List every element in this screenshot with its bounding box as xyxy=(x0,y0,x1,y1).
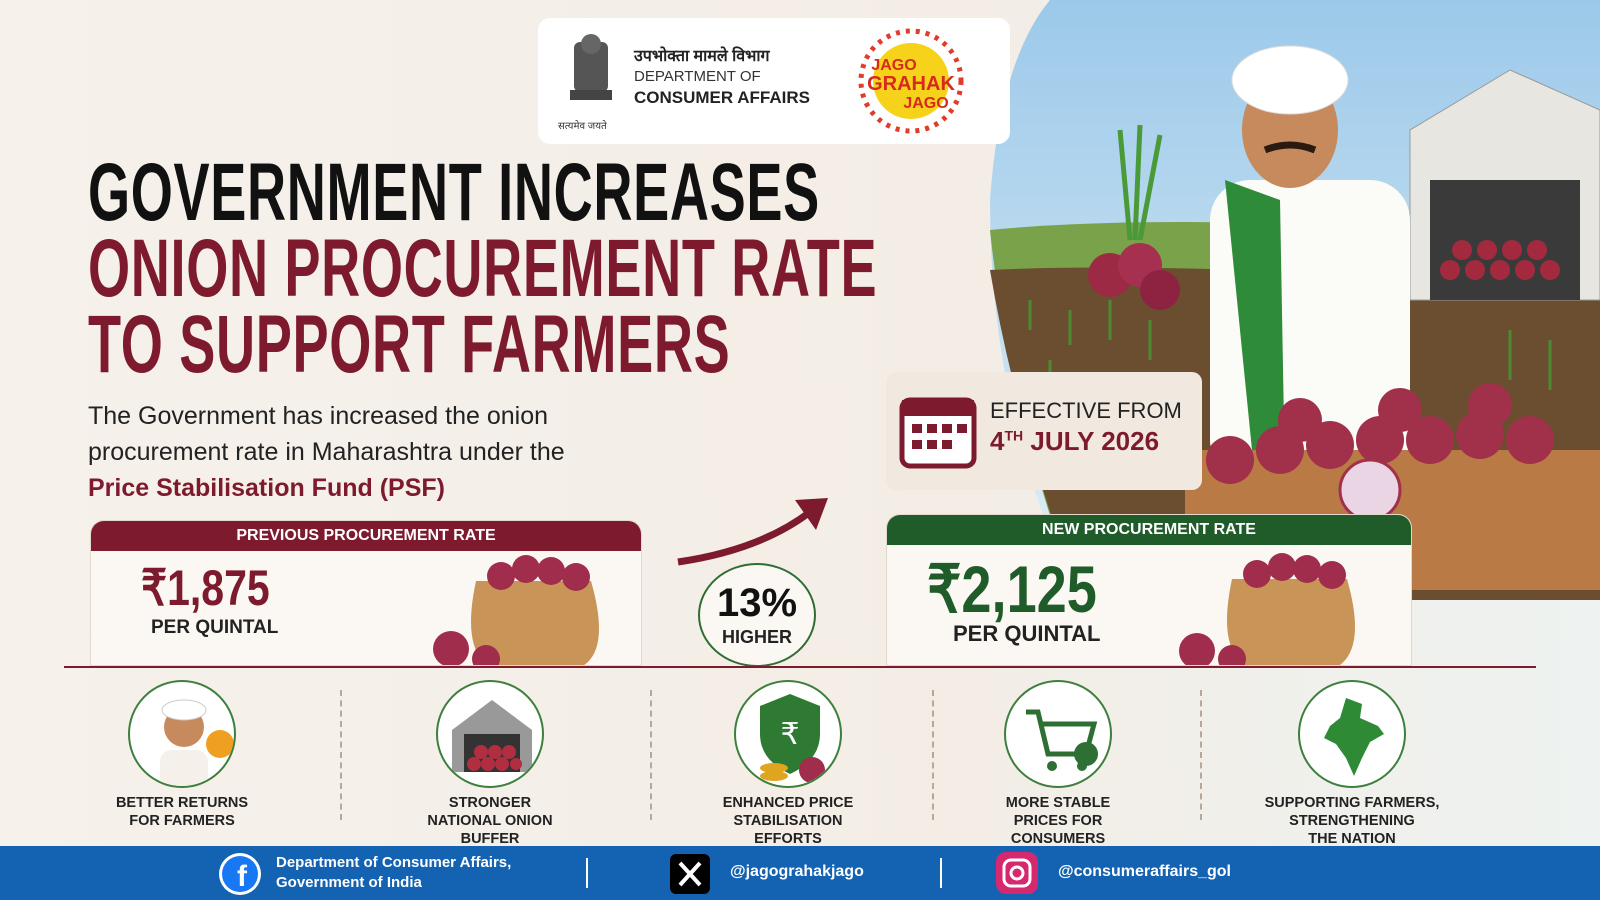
onion-sack xyxy=(1179,553,1355,665)
increase-arrow xyxy=(677,498,828,566)
benefit: SUPPORTING FARMERS, STRENGTHENING THE NATI… xyxy=(1232,680,1472,848)
benefit: STRONGER NATIONAL ONION BUFFER xyxy=(370,680,610,848)
day: 4 xyxy=(990,426,1005,456)
dept-line: DEPARTMENT OF xyxy=(634,68,761,85)
benefit-text: MORE STABLE xyxy=(1005,795,1111,811)
card-label: NEW PROCUREMENT RATE xyxy=(887,515,1411,545)
footer-handle: @consumeraffairs_gol xyxy=(1058,863,1231,880)
x-icon[interactable] xyxy=(670,854,710,894)
header-panel: सत्यमेव जयते उपभोक्ता मामले विभाग DEPART… xyxy=(538,18,1010,144)
benefit-icon: ₹ xyxy=(734,680,842,788)
headline: GOVERNMENT INCREASES xyxy=(88,147,820,238)
jago-grahak-logo: JAGO GRAHAK JAGO xyxy=(858,28,964,134)
increase-value: 13% xyxy=(716,581,798,625)
onion-sack xyxy=(433,555,599,665)
rate-amount: ₹1,875 xyxy=(141,560,270,616)
footer: f Department of Consumer Affairs, Govern… xyxy=(0,846,1600,900)
month-year: JULY 2026 xyxy=(1030,426,1160,456)
separator xyxy=(586,858,588,888)
description: The Government has increased the onion xyxy=(88,402,548,430)
increase-badge: 13% HIGHER xyxy=(698,563,816,667)
benefit-text: BUFFER xyxy=(460,831,520,847)
benefit-text: STRENGTHENING xyxy=(1289,813,1415,829)
logo-text: GRAHAK xyxy=(867,73,955,95)
benefit-icon xyxy=(1004,680,1112,788)
benefit-text: SUPPORTING FARMERS, xyxy=(1264,795,1440,811)
headline: TO SUPPORT FARMERS xyxy=(88,299,731,390)
card-label: PREVIOUS PROCUREMENT RATE xyxy=(91,521,641,551)
benefit: BETTER RETURNS FOR FARMERS xyxy=(62,680,302,830)
benefit-text: FOR FARMERS xyxy=(129,813,235,829)
benefit-text: CONSUMERS xyxy=(1010,831,1106,847)
benefit-text: NATIONAL ONION xyxy=(427,813,553,829)
svg-text:f: f xyxy=(237,860,248,893)
benefit-text: STABILISATION xyxy=(733,813,843,829)
description-highlight: Price Stabilisation Fund (PSF) xyxy=(88,474,445,502)
logo-text: JAGO xyxy=(903,95,948,112)
separator xyxy=(932,690,934,820)
rate-unit: PER QUINTAL xyxy=(953,621,1101,646)
benefit-text: EFFORTS xyxy=(754,831,822,847)
benefit-icon xyxy=(1298,680,1406,788)
emblem-motto: सत्यमेव जयते xyxy=(558,121,607,132)
dept-line: CONSUMER AFFAIRS xyxy=(634,88,810,107)
headline: ONION PROCUREMENT RATE xyxy=(88,223,878,314)
benefit-text: ENHANCED PRICE xyxy=(722,795,854,811)
day-suffix: TH xyxy=(1004,427,1024,444)
description: procurement rate in Maharashtra under th… xyxy=(88,438,565,466)
increase-label: HIGHER xyxy=(721,627,792,647)
benefit-icon xyxy=(436,680,544,788)
facebook-icon[interactable]: f xyxy=(218,852,262,896)
instagram-icon[interactable] xyxy=(996,852,1038,894)
effective-date-box: EFFECTIVE FROM 4TH JULY 2026 xyxy=(886,372,1202,490)
rate-unit: PER QUINTAL xyxy=(151,617,279,638)
effective-date: 4TH JULY 2026 xyxy=(990,426,1159,457)
rate-amount: ₹2,125 xyxy=(927,552,1097,626)
benefit-text: STRONGER xyxy=(448,795,532,811)
footer-text: Department of Consumer Affairs, xyxy=(276,854,512,871)
previous-rate-card: PREVIOUS PROCUREMENT RATE ₹1,875 PER QUI… xyxy=(90,520,642,666)
benefit: ₹ ENHANCED PRICE STABILISATION EFFORTS xyxy=(668,680,908,848)
calendar-icon xyxy=(899,397,977,469)
separator xyxy=(340,690,342,820)
benefit: MORE STABLE PRICES FOR CONSUMERS xyxy=(938,680,1178,848)
benefit-text: THE NATION xyxy=(1308,831,1396,847)
separator xyxy=(650,690,652,820)
divider xyxy=(64,666,1536,668)
svg-text:₹: ₹ xyxy=(780,718,799,751)
benefit-icon xyxy=(128,680,236,788)
benefit-text: BETTER RETURNS xyxy=(115,795,249,811)
separator xyxy=(940,858,942,888)
farmer-illustration xyxy=(990,0,1600,600)
benefit-text: PRICES FOR xyxy=(1013,813,1103,829)
national-emblem xyxy=(570,34,612,100)
footer-handle: @jagograhakjago xyxy=(730,863,864,880)
effective-label: EFFECTIVE FROM xyxy=(990,398,1182,423)
new-rate-card: NEW PROCUREMENT RATE ₹2,125 PER QUINTAL xyxy=(886,514,1412,666)
dept-hindi: उपभोक्ता मामले विभाग xyxy=(634,48,770,65)
separator xyxy=(1200,690,1202,820)
logo-text: JAGO xyxy=(871,57,916,74)
footer-text: Government of India xyxy=(276,874,422,891)
